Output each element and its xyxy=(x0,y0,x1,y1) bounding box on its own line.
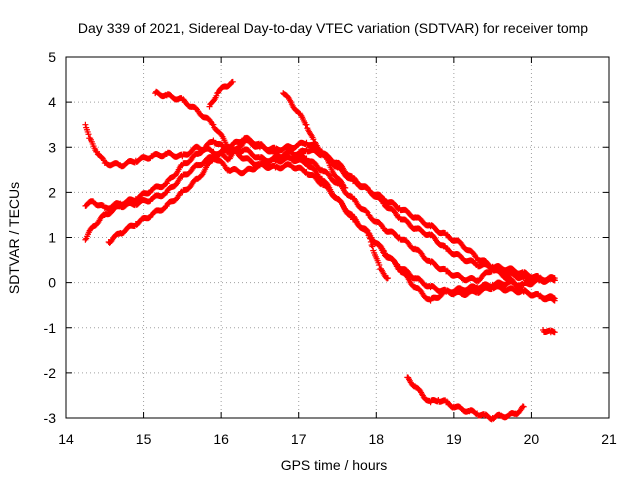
data-marks xyxy=(82,78,558,423)
chart-title: Day 339 of 2021, Sidereal Day-to-day VTE… xyxy=(78,20,588,36)
axes: 14 15 16 17 18 19 20 21 -3 -2 -1 0 1 2 3 4 5 xyxy=(44,49,617,447)
x-axis-label: GPS time / hours xyxy=(281,457,388,473)
y-tick-label: 1 xyxy=(48,230,56,246)
y-tick-label: -2 xyxy=(44,365,57,381)
series-track-8 xyxy=(365,229,391,282)
x-tick-label: 15 xyxy=(136,431,152,447)
y-tick-label: 4 xyxy=(48,94,56,110)
series-track-5 xyxy=(152,88,558,304)
x-tick-label: 21 xyxy=(601,431,617,447)
plus-markers xyxy=(540,327,558,336)
y-tick-label: 3 xyxy=(48,139,56,155)
x-tick-label: 19 xyxy=(446,431,462,447)
x-tick-label: 16 xyxy=(213,431,229,447)
y-tick-label: 5 xyxy=(48,49,56,65)
y-tick-label: -1 xyxy=(44,320,57,336)
x-tick-label: 18 xyxy=(368,431,384,447)
plus-markers xyxy=(206,78,236,110)
grid-lines xyxy=(66,57,609,418)
x-tick-label: 20 xyxy=(524,431,540,447)
plus-markers xyxy=(404,374,527,423)
series-track-7 xyxy=(280,90,349,191)
x-tick-label: 17 xyxy=(291,431,307,447)
y-tick-label: -3 xyxy=(44,410,57,426)
series-track-3 xyxy=(82,148,558,302)
series-track-6 xyxy=(206,78,236,110)
plus-markers xyxy=(152,88,558,304)
plot-frame xyxy=(65,56,610,419)
series-track-10 xyxy=(540,327,558,336)
y-axis-label: SDTVAR / TECUs xyxy=(6,182,22,294)
plus-markers xyxy=(82,148,558,302)
x-tick-label: 14 xyxy=(58,431,74,447)
plus-markers xyxy=(365,229,391,282)
y-tick-label: 2 xyxy=(48,184,56,200)
plus-markers xyxy=(280,90,349,191)
y-tick-label: 0 xyxy=(48,275,56,291)
series-track-9 xyxy=(404,374,527,423)
